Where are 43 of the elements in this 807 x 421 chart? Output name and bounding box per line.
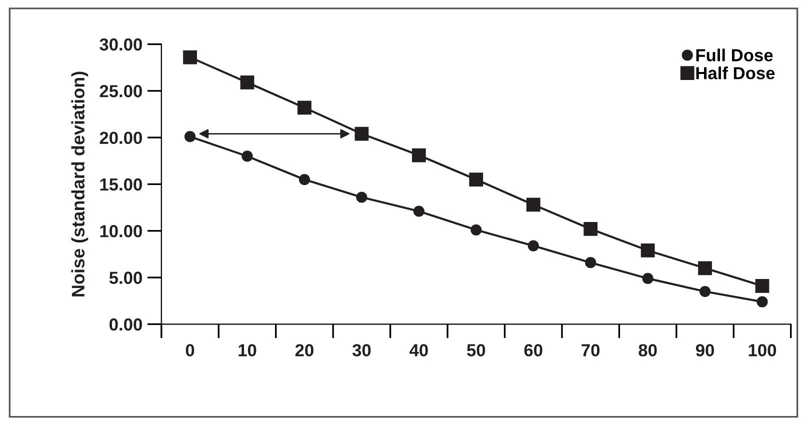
y-tick-label: 10.00	[100, 225, 142, 238]
y-axis-title: Noise (standard deviation)	[71, 72, 88, 296]
x-tick-label: 100	[748, 344, 776, 356]
point	[354, 126, 369, 141]
point	[585, 257, 596, 268]
legend-label: Half Dose	[696, 66, 775, 80]
point	[298, 100, 312, 115]
point	[413, 206, 424, 217]
y-tick-label: 5.00	[109, 272, 142, 284]
legend-label: Full Dose	[696, 48, 773, 62]
x-tick-label: 80	[638, 344, 657, 356]
x-tick-label: 20	[295, 344, 314, 356]
point	[470, 224, 482, 236]
point	[756, 296, 768, 308]
point	[242, 150, 253, 162]
point	[698, 261, 712, 276]
x-tick-label: 50	[467, 344, 486, 356]
point	[183, 50, 197, 64]
point	[584, 222, 598, 236]
point	[240, 76, 254, 90]
point	[526, 198, 540, 212]
point	[528, 240, 539, 252]
x-tick-label: 60	[524, 344, 542, 356]
x-tick-label: 0	[186, 344, 194, 356]
x-tick-label: 40	[410, 344, 428, 356]
y-tick-label: 0.00	[110, 318, 142, 331]
point	[184, 131, 196, 142]
y-tick-label: 25.00	[100, 85, 142, 98]
point	[642, 272, 654, 284]
y-tick-label: 30.00	[100, 38, 142, 51]
point	[356, 192, 368, 203]
point	[469, 172, 484, 186]
x-tick-label: 70	[582, 344, 600, 356]
x-tick-label: 90	[696, 344, 714, 356]
y-tick-label: 20.00	[100, 132, 142, 144]
x-tick-label: 30	[352, 344, 371, 356]
point	[755, 278, 770, 293]
point	[298, 174, 310, 186]
point	[412, 148, 426, 162]
point	[640, 244, 655, 258]
y-tick-label: 15.00	[100, 178, 142, 191]
x-tick-label: 10	[238, 344, 256, 356]
point	[699, 286, 711, 298]
